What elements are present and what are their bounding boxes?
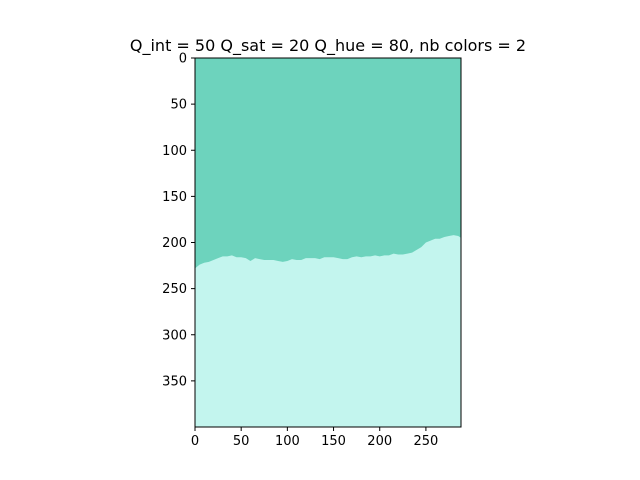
y-axis: 0 50 100 150 200 250 300 350 [162,52,195,389]
x-axis: 0 50 100 150 200 250 [191,427,438,449]
plot-area [194,57,462,428]
x-tick-label: 150 [321,434,346,449]
x-tick-label: 250 [413,434,438,449]
y-tick-label: 50 [170,98,187,113]
y-tick-label: 0 [179,52,187,67]
x-tick-label: 0 [191,434,199,449]
y-tick-label: 300 [162,328,187,343]
chart-title: Q_int = 50 Q_sat = 20 Q_hue = 80, nb col… [130,36,526,56]
y-tick-label: 150 [162,190,187,205]
x-tick-label: 200 [367,434,392,449]
x-tick-label: 50 [233,434,250,449]
x-tick-label: 100 [275,434,300,449]
y-tick-label: 100 [162,144,187,159]
region-bottom [195,235,461,427]
y-tick-label: 200 [162,236,187,251]
y-tick-label: 250 [162,282,187,297]
y-tick-label: 350 [162,374,187,389]
